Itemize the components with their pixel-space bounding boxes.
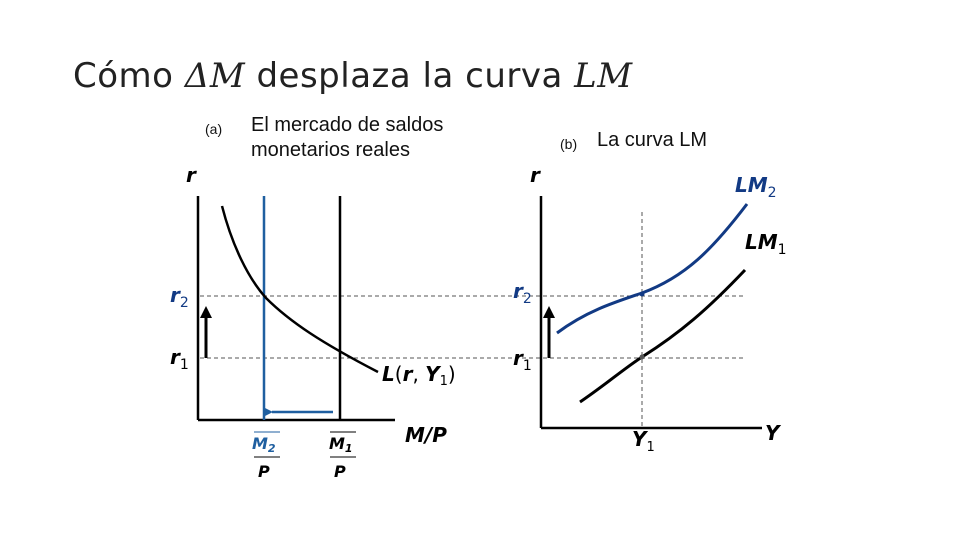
panel-a-r1-label: r1 — [170, 345, 189, 373]
panel-b-tag: (b) — [560, 136, 578, 152]
m2-p-label: P — [258, 462, 270, 481]
demand-curve-label: L(r, Y1) — [382, 362, 456, 389]
panel-a-caption: El mercado de saldos monetarios reales — [251, 113, 443, 163]
slide-title: Cómo ΔM desplaza la curva LM — [73, 56, 633, 96]
y1-label: Y1 — [632, 427, 655, 455]
panel-b-y-label: r — [530, 163, 541, 187]
delta-m: ΔM — [184, 56, 246, 96]
panel-a-caption-line2: monetarios reales — [251, 139, 410, 161]
panel-b: r r2 r1 LM2 LM1 Y1 Y — [513, 163, 787, 455]
panel-a-tag: (a) — [205, 121, 223, 137]
panel-a-x-label: M/P — [405, 423, 447, 447]
panel-b-r-rise-arrowhead — [543, 306, 555, 318]
m1-p-label: P — [334, 462, 346, 481]
equilibrium-point-r1 — [639, 354, 645, 360]
panel-b-r2-label: r2 — [513, 279, 532, 307]
panel-a-r-rise-arrowhead — [200, 306, 212, 318]
panel-a: r r2 r1 L(r, Y1) M/P M2 P M1 P — [170, 163, 540, 481]
panel-a-y-label: r — [186, 163, 197, 187]
equilibrium-point-r2 — [639, 291, 645, 297]
panel-a-r2-label: r2 — [170, 283, 189, 311]
panel-b-caption: La curva LM — [597, 129, 708, 151]
lm1-curve — [579, 268, 747, 404]
panel-a-caption-line1: El mercado de saldos — [251, 114, 444, 136]
lm2-curve — [556, 203, 749, 335]
m1-label: M1 — [329, 434, 353, 455]
lm2-label: LM2 — [735, 173, 777, 201]
title-lm: LM — [574, 56, 633, 96]
panel-b-x-label: Y — [765, 421, 782, 445]
lm1-label: LM1 — [745, 230, 787, 258]
panel-b-r1-label: r1 — [513, 346, 532, 374]
m2-label: M2 — [252, 434, 276, 455]
money-demand-curve — [220, 205, 379, 374]
